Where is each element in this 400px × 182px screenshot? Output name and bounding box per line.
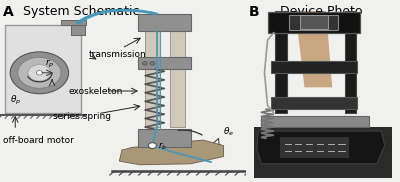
Bar: [170, 24, 186, 127]
Bar: [271, 97, 357, 109]
Bar: [280, 136, 349, 158]
Text: $\theta_p$: $\theta_p$: [10, 94, 22, 107]
Circle shape: [18, 57, 61, 88]
Bar: [271, 61, 357, 73]
Bar: [300, 15, 328, 29]
Text: $r_b$: $r_b$: [158, 141, 167, 152]
Bar: [138, 14, 190, 31]
Circle shape: [148, 143, 156, 149]
Circle shape: [150, 62, 155, 65]
Circle shape: [28, 65, 51, 81]
Bar: [61, 20, 86, 25]
Text: $\theta_e$: $\theta_e$: [223, 126, 234, 138]
Text: off-board motor: off-board motor: [2, 136, 74, 145]
Text: Device Photo: Device Photo: [280, 5, 362, 18]
Bar: [268, 12, 360, 33]
Text: $r_p$: $r_p$: [45, 58, 54, 70]
Text: A: A: [2, 5, 13, 19]
Polygon shape: [119, 140, 224, 165]
Bar: [289, 15, 338, 30]
Text: transmission: transmission: [89, 50, 147, 59]
Text: System Schematic: System Schematic: [23, 5, 139, 18]
Bar: [262, 116, 369, 127]
Polygon shape: [295, 11, 332, 87]
Bar: [145, 24, 160, 127]
Bar: [254, 127, 392, 178]
Bar: [275, 11, 287, 113]
Polygon shape: [257, 131, 385, 164]
Circle shape: [36, 71, 42, 75]
Bar: [138, 129, 190, 147]
Text: B: B: [249, 5, 260, 19]
Circle shape: [142, 62, 147, 65]
Bar: [71, 22, 85, 35]
Bar: [138, 57, 190, 69]
Text: exoskeleton: exoskeleton: [68, 86, 123, 96]
Bar: [344, 11, 356, 113]
Text: series spring: series spring: [53, 112, 111, 121]
Bar: [5, 25, 81, 113]
Circle shape: [10, 52, 68, 94]
